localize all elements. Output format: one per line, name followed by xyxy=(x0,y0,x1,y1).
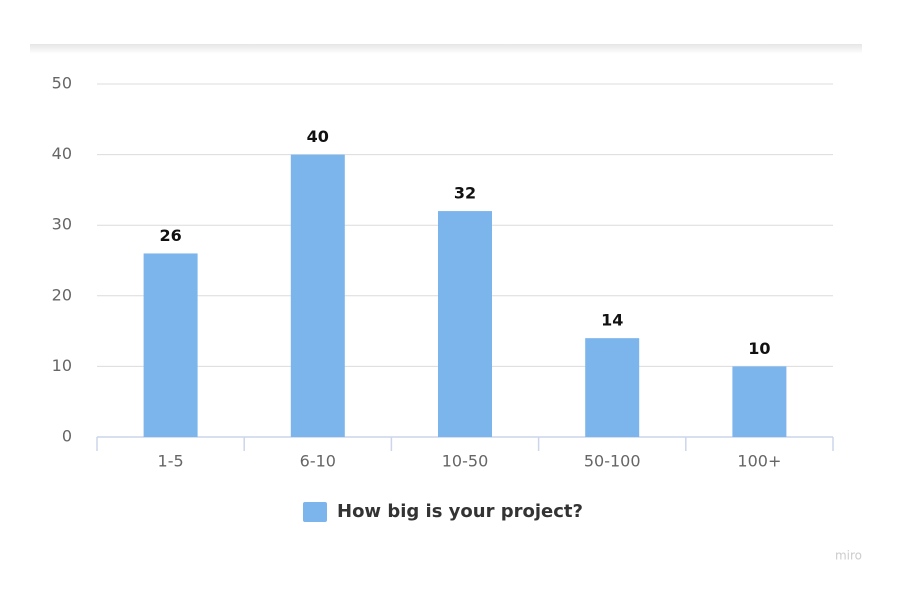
x-tick-label: 6-10 xyxy=(300,452,336,471)
watermark: miro xyxy=(835,549,862,563)
x-tick-label: 10-50 xyxy=(442,452,489,471)
bar xyxy=(732,366,787,437)
data-label: 10 xyxy=(748,339,770,358)
legend-swatch xyxy=(303,502,327,522)
y-tick-label: 40 xyxy=(52,144,72,163)
x-tick-label: 50-100 xyxy=(584,452,641,471)
x-tick-label: 100+ xyxy=(737,452,781,471)
bar xyxy=(438,211,492,437)
bar xyxy=(143,253,198,437)
bar xyxy=(290,154,345,437)
legend-label: How big is your project? xyxy=(337,501,583,522)
y-tick-label: 30 xyxy=(52,215,72,234)
data-label: 32 xyxy=(454,184,476,203)
y-tick-label: 20 xyxy=(52,285,72,304)
bar xyxy=(585,338,640,437)
header-shadow xyxy=(30,44,862,54)
data-label: 14 xyxy=(601,311,623,330)
y-tick-label: 10 xyxy=(52,356,72,375)
data-label: 26 xyxy=(159,226,181,245)
y-tick-label: 50 xyxy=(52,74,72,93)
y-tick-label: 0 xyxy=(62,427,72,446)
data-label: 40 xyxy=(307,127,329,146)
x-tick-label: 1-5 xyxy=(158,452,184,471)
